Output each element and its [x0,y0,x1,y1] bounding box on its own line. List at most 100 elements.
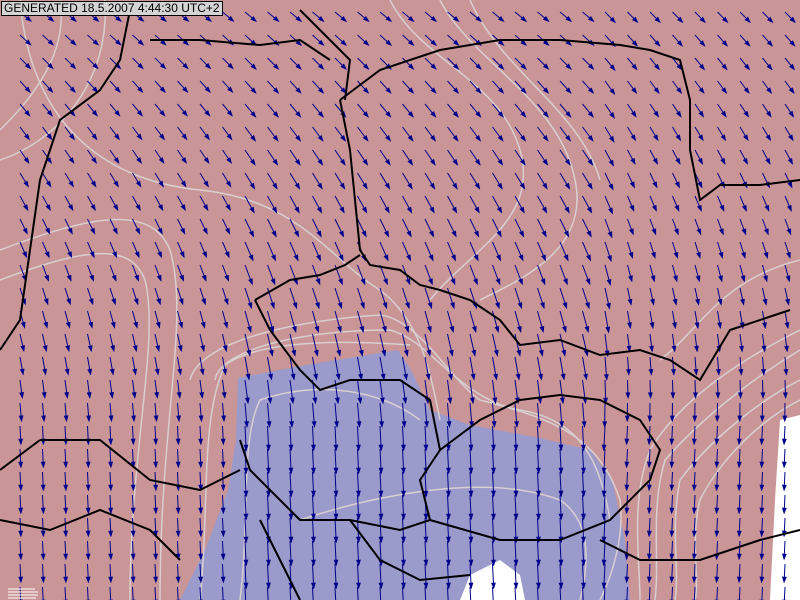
wind-arrow-head [446,513,451,521]
wind-arrow-head [763,275,768,283]
wind-arrow-head [736,461,742,469]
wind-arrow-head [699,63,706,71]
wind-arrow-head [136,133,143,141]
wind-arrow [222,586,224,600]
wind-arrow-head [108,507,114,515]
wind-arrow-head [89,251,95,259]
wind-arrow-head [631,87,638,95]
wind-arrow-head [402,397,408,405]
wind-arrow-head [519,206,525,214]
wind-arrow-head [646,461,652,469]
wind-arrow-head [86,415,91,423]
wind-arrow-head [407,111,414,118]
wind-arrow-head [339,230,345,238]
wind-arrow-head [781,438,787,446]
wind-arrow-head [542,15,550,23]
scale-legend-icon [8,588,38,599]
wind-arrow-head [513,559,519,567]
wind-arrow-head [130,576,136,584]
wind-arrow [671,586,673,600]
wind-arrow-head [272,182,278,190]
wind-arrow-head [587,63,595,70]
wind-arrow-head [92,15,100,22]
wind-arrow-head [178,298,184,306]
wind-arrow-head [652,157,659,165]
wind-arrow-head [669,415,675,423]
wind-arrow-head [42,368,48,376]
wind-arrow-head [719,228,724,236]
wind-arrow-head [317,87,325,94]
wind-arrow-head [362,135,369,142]
wind-arrow-head [721,87,728,95]
wind-arrow-head [64,368,70,376]
wind-arrow-head [672,298,678,306]
wind-arrow-head [131,391,137,399]
wind-arrow-head [564,158,571,166]
wind-arrow-head [317,158,324,166]
wind-arrow-head [340,135,347,142]
wind-arrow-head [220,553,226,561]
wind-arrow-head [45,204,51,212]
wind-arrow-head [451,230,457,238]
wind-arrow-head [404,325,410,334]
wind-arrow-head [468,513,474,521]
wind-arrow [87,586,89,600]
wind-arrow-head [356,444,361,452]
wind-arrow-head [18,484,24,492]
wind-arrow-head [653,87,660,95]
wind-arrow [177,586,179,600]
country-borders [0,9,800,600]
wind-arrow [357,586,359,600]
wind-arrow-head [249,182,256,190]
wind-arrow-head [198,461,204,469]
wind-arrow-head [108,438,114,446]
wind-arrow-head [653,134,659,142]
wind-arrow-head [243,490,249,498]
wind-arrow-head [108,415,114,423]
wind-arrow-head [669,484,675,492]
wind-arrow-head [315,302,320,310]
wind-arrow-head [110,321,116,329]
wind-arrow-head [176,391,182,399]
wind-arrow-head [691,576,697,584]
wind-arrow-head [68,157,75,164]
wind-arrow-head [669,461,675,469]
wind-arrow-head [159,133,165,141]
wind-arrow-head [630,134,637,142]
wind-arrow-head [448,373,453,381]
wind-arrow-head [317,63,325,70]
wind-arrow-head [333,582,339,590]
wind-arrow-head [626,345,632,353]
wind-arrow-head [491,467,496,475]
wind-arrow-head [19,368,25,376]
wind-arrow-head [513,513,519,521]
wind-arrow-head [356,421,362,428]
wind-arrow-head [289,397,295,405]
wind-arrow-head [153,438,159,446]
wind-arrow-head [783,368,789,376]
wind-arrow-head [743,87,750,95]
wind-arrow-head [358,349,364,357]
wind-arrow-head [356,559,361,567]
wind-arrow-head [495,278,501,286]
wind-arrow-head [497,15,505,23]
wind-arrow-head [722,16,729,24]
wind-arrow-head [247,302,253,310]
wind-arrow-head [646,484,652,492]
wind-arrow-head [63,530,69,538]
wind-arrow-head [452,158,459,166]
wind-arrow-head [311,490,316,498]
wind-arrow-head [227,15,235,22]
wind-arrow-head [333,490,339,498]
wind-arrow-head [560,373,566,381]
wind-arrow-head [766,40,774,47]
wind-arrow-head [766,63,773,71]
wind-arrow [693,586,696,600]
wind-arrow [559,586,562,600]
wind-arrow-head [177,368,183,376]
wind-arrow-head [135,227,141,235]
wind-arrow-head [86,391,92,399]
wind-arrow-head [67,227,73,235]
wind-arrow-head [289,421,294,428]
